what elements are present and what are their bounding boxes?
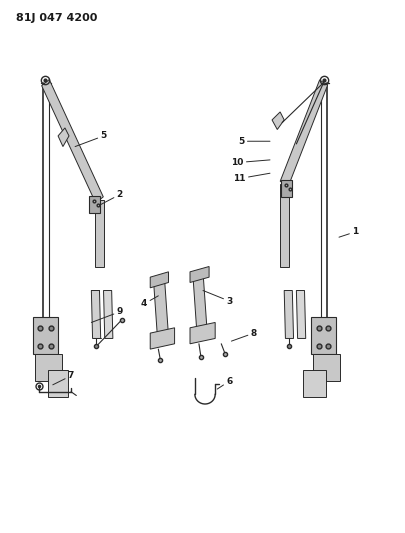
Text: 6: 6 — [217, 377, 232, 389]
Polygon shape — [58, 128, 69, 147]
Polygon shape — [42, 79, 103, 203]
Polygon shape — [281, 180, 292, 197]
Polygon shape — [313, 354, 339, 381]
Text: 2: 2 — [99, 190, 123, 205]
Polygon shape — [279, 80, 327, 187]
Text: 5: 5 — [75, 132, 107, 147]
Polygon shape — [190, 322, 215, 344]
Polygon shape — [190, 266, 209, 282]
Text: 11: 11 — [233, 173, 269, 183]
Polygon shape — [89, 196, 100, 213]
Polygon shape — [153, 277, 168, 338]
Polygon shape — [296, 290, 305, 338]
Polygon shape — [150, 328, 174, 349]
Polygon shape — [279, 184, 288, 266]
Polygon shape — [33, 317, 58, 354]
Polygon shape — [284, 290, 293, 338]
Polygon shape — [103, 290, 113, 338]
Text: 10: 10 — [231, 158, 269, 167]
Text: 81J 047 4200: 81J 047 4200 — [16, 13, 97, 23]
Text: 5: 5 — [238, 137, 269, 146]
Polygon shape — [311, 317, 335, 354]
Polygon shape — [271, 112, 284, 130]
Text: 3: 3 — [202, 290, 232, 305]
Polygon shape — [150, 272, 168, 288]
Polygon shape — [192, 272, 207, 333]
Polygon shape — [91, 290, 100, 338]
Text: 9: 9 — [91, 308, 123, 322]
Polygon shape — [35, 354, 62, 381]
Polygon shape — [95, 200, 104, 266]
Text: 1: 1 — [338, 228, 358, 237]
Text: 4: 4 — [141, 296, 158, 308]
Polygon shape — [47, 370, 68, 397]
Text: 7: 7 — [53, 372, 74, 385]
Polygon shape — [303, 370, 325, 397]
Text: 8: 8 — [231, 329, 256, 341]
